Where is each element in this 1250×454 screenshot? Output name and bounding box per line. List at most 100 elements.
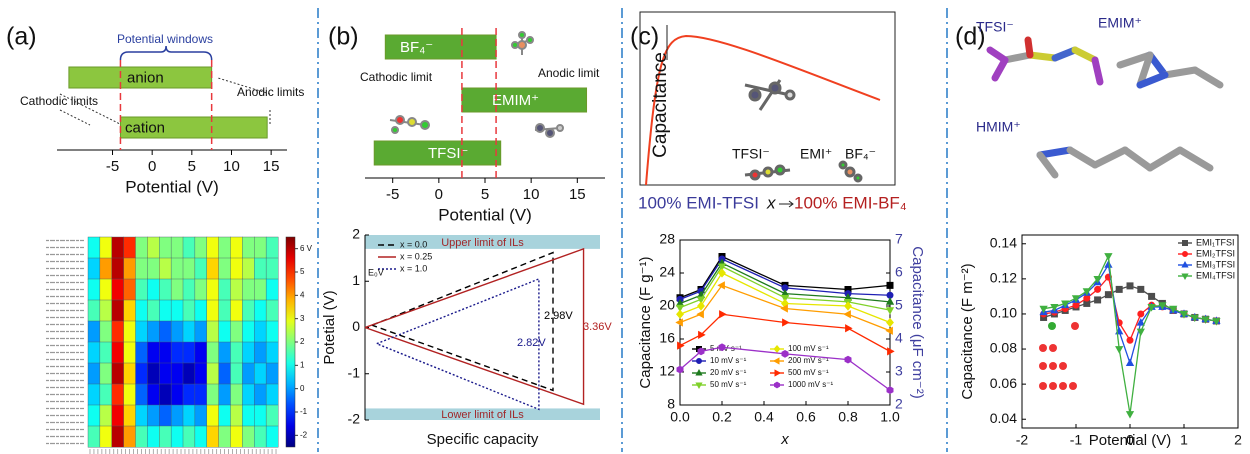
heatmap-cell: [182, 320, 196, 343]
heatmap-cell: [182, 257, 196, 280]
heatmap-cell: [159, 299, 172, 322]
heatmap-cell: [218, 299, 231, 322]
x-axis-label: Potential (V): [438, 205, 532, 224]
series-line: [679, 313, 891, 352]
heatmap-cell: [206, 236, 220, 259]
x-tick-label: 0.4: [754, 409, 774, 425]
annotation: E₀V: [368, 267, 384, 277]
marker: [1082, 288, 1091, 296]
heatmap-cell: [87, 425, 101, 448]
y-axis-label: Capacitance (F g⁻¹): [637, 256, 654, 388]
x-tick-label: 0: [435, 186, 443, 203]
heatmap-cell: [99, 362, 113, 385]
colorbar-tick-label: 1: [300, 360, 305, 369]
marker: [697, 347, 705, 356]
heatmap-cell: [99, 299, 113, 322]
marker: [773, 344, 781, 354]
x-axis-label: Specific capacity: [427, 431, 539, 448]
heatmap-cell: [194, 278, 208, 301]
y2-tick-label: 7: [895, 231, 903, 247]
marker: [1190, 314, 1199, 323]
marker: [780, 294, 790, 303]
marker: [781, 349, 789, 358]
heatmap-cell: [99, 383, 113, 406]
colorbar-tick-label: -1: [300, 407, 308, 416]
heatmap-cell: [265, 257, 279, 280]
x-tick-label: 15: [569, 186, 586, 203]
heatmap-cell: [170, 236, 184, 259]
bar-label: TFSI⁻: [428, 145, 468, 162]
heatmap-cell: [111, 320, 125, 343]
heatmap-cell: [170, 341, 184, 364]
heatmap-cell: [170, 425, 184, 448]
x-tick-label: 0: [148, 158, 156, 175]
heatmap-cell: [230, 257, 243, 280]
heatmap-cell: [254, 299, 267, 322]
y-tick-label: 0.04: [990, 410, 1017, 426]
marker: [1125, 358, 1135, 366]
bar-label: BF₄⁻: [400, 39, 433, 56]
x-label-mid: x: [766, 193, 776, 212]
heatmap-cell: [87, 362, 101, 385]
legend-label: 500 mV s⁻¹: [788, 368, 829, 377]
x-tick-label: 5: [188, 158, 196, 175]
legend-label: 20 mV s⁻¹: [710, 368, 747, 377]
series-line: [364, 247, 585, 406]
heatmap-cell: [254, 362, 267, 385]
heatmap-cell: [159, 404, 172, 427]
x-tick-label: 2: [1234, 432, 1242, 448]
heatmap-cell: [218, 278, 231, 301]
y2-tick-label: 2: [895, 396, 903, 412]
heatmap-cell: [265, 404, 279, 427]
heatmap-cell: [218, 257, 231, 280]
marker: [719, 310, 727, 319]
heatmap-cell: [265, 236, 279, 259]
molecule-label: TFSI⁻: [976, 19, 1014, 35]
marker: [845, 324, 853, 333]
marker: [676, 365, 684, 374]
marker: [1181, 273, 1189, 281]
annotation: 2.82V: [517, 337, 546, 349]
heatmap-cell: [206, 278, 220, 301]
legend-label: EMI₃TFSI: [1196, 259, 1235, 269]
heatmap-cell: [182, 278, 196, 301]
colorbar-tick-label: 4: [300, 290, 305, 299]
chart-title: Potential windows: [117, 32, 213, 46]
marker: [1158, 302, 1167, 310]
marker: [1094, 296, 1102, 304]
x-tick-label: -5: [386, 186, 399, 203]
x-tick-label: 0.6: [796, 409, 816, 425]
marker: [774, 369, 782, 377]
heatmap-cell: [254, 320, 267, 343]
heatmap-cell: [254, 278, 267, 301]
heatmap-cell: [206, 257, 220, 280]
marker: [695, 368, 703, 376]
heatmap-cell: [87, 383, 101, 406]
marker: [1212, 318, 1221, 326]
marker: [1136, 318, 1145, 326]
annotation: 2.98V: [544, 310, 573, 322]
heatmap-cell: [170, 278, 184, 301]
heatmap-cell: [123, 236, 136, 259]
heatmap-cell: [135, 320, 148, 343]
x-tick-label: 10: [223, 158, 240, 175]
heatmap-cell: [182, 425, 196, 448]
marker: [844, 355, 852, 364]
schematic-frame: [639, 11, 896, 186]
marker: [1201, 316, 1210, 324]
x-tick-label: 10: [523, 186, 540, 203]
limit-band: [365, 408, 600, 420]
x-tick-label: 0.2: [712, 409, 732, 425]
y2-tick-label: 4: [895, 330, 903, 346]
series-line: [679, 272, 891, 324]
heatmap-cell: [147, 425, 160, 448]
heatmap-cell: [206, 425, 220, 448]
x-tick-label: 0: [1126, 432, 1134, 448]
colorbar-tick-label: -2: [300, 430, 308, 439]
y-tick-label: 1: [352, 272, 360, 288]
heatmap-cell: [147, 257, 160, 280]
marker: [1126, 336, 1134, 344]
y-tick-label: 24: [659, 264, 675, 280]
heatmap-cell: [147, 299, 160, 322]
